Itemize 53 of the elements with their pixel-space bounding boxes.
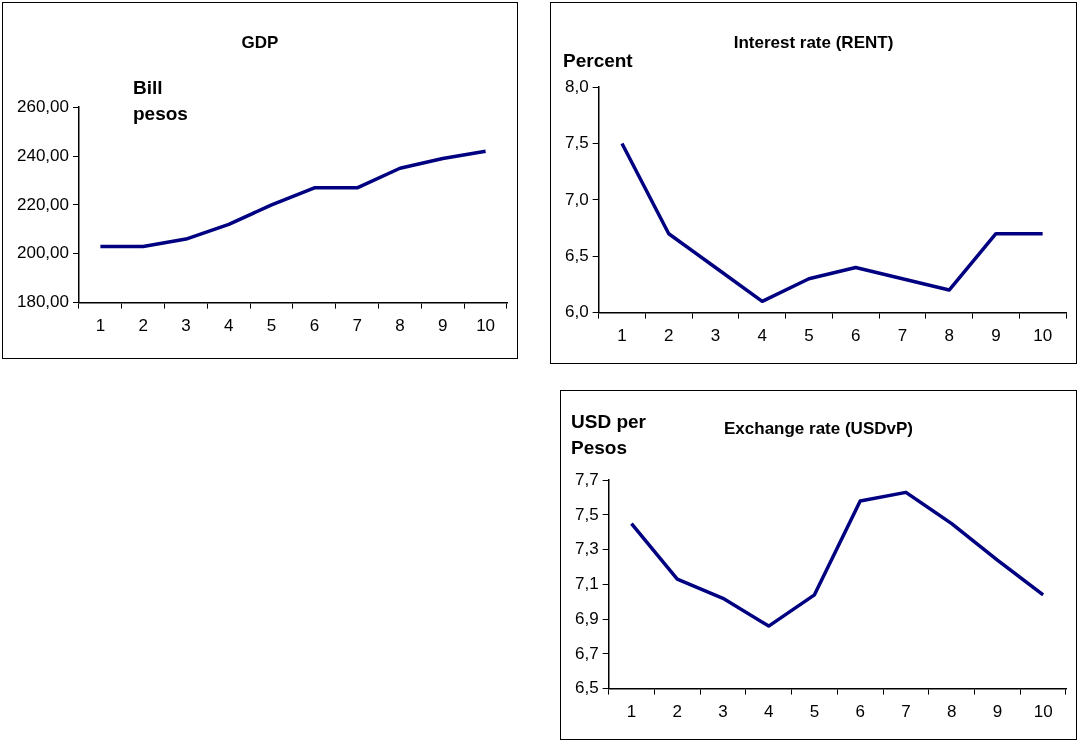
x-tick-label: 9 bbox=[438, 316, 448, 336]
x-tick-label: 4 bbox=[763, 702, 774, 722]
y-axis-title: Bill pesos bbox=[133, 76, 189, 126]
y-axis-title: Percent bbox=[563, 49, 634, 73]
x-tick-label: 2 bbox=[138, 316, 148, 336]
chart-title: Interest rate (RENT) bbox=[733, 33, 894, 52]
x-tick-label: 6 bbox=[309, 316, 320, 336]
x-tick-label: 1 bbox=[626, 702, 637, 722]
x-tick-label: 1 bbox=[617, 326, 627, 346]
y-tick-label: 6,5 bbox=[564, 245, 589, 265]
x-tick-label: 8 bbox=[395, 316, 405, 336]
x-tick-label: 6 bbox=[855, 702, 865, 722]
x-tick-label: 7 bbox=[901, 702, 911, 722]
x-tick-label: 2 bbox=[672, 702, 682, 722]
x-tick-label: 10 bbox=[1033, 702, 1053, 722]
y-tick-label: 6,9 bbox=[574, 608, 599, 628]
x-tick-label: 5 bbox=[809, 702, 820, 722]
y-tick-label: 260,00 bbox=[17, 96, 69, 116]
y-tick-label: 200,00 bbox=[17, 243, 69, 263]
y-tick-label: 7,7 bbox=[574, 469, 599, 489]
x-tick-label: 3 bbox=[718, 702, 728, 722]
y-tick-label: 6,5 bbox=[574, 678, 599, 698]
y-tick-label: 6,0 bbox=[564, 302, 589, 322]
x-tick-label: 4 bbox=[757, 326, 767, 346]
y-tick-label: 6,7 bbox=[574, 643, 599, 663]
y-tick-label: 8,0 bbox=[564, 76, 589, 96]
x-tick-label: 4 bbox=[224, 316, 234, 336]
x-tick-label: 9 bbox=[992, 702, 1003, 722]
x-tick-label: 9 bbox=[991, 326, 1001, 346]
chart-title: Exchange rate (USDvP) bbox=[724, 419, 913, 438]
chart-title: GDP bbox=[240, 33, 280, 53]
y-tick-label: 7,3 bbox=[574, 539, 599, 559]
x-tick-label: 7 bbox=[897, 326, 908, 346]
y-tick-label: 7,5 bbox=[574, 504, 599, 524]
y-axis-title: USD per Pesos bbox=[571, 410, 647, 460]
x-tick-label: 5 bbox=[266, 316, 277, 336]
x-tick-label: 2 bbox=[664, 326, 674, 346]
x-tick-label: 8 bbox=[944, 326, 954, 346]
y-tick-label: 240,00 bbox=[17, 145, 69, 165]
y-tick-label: 7,0 bbox=[564, 189, 589, 209]
x-tick-label: 7 bbox=[352, 316, 362, 336]
x-tick-label: 6 bbox=[850, 326, 861, 346]
y-tick-label: 7,5 bbox=[564, 133, 589, 153]
x-tick-label: 8 bbox=[946, 702, 957, 722]
y-tick-label: 7,1 bbox=[574, 574, 599, 594]
x-tick-label: 1 bbox=[95, 316, 106, 336]
x-tick-label: 5 bbox=[804, 326, 814, 346]
y-tick-label: 180,00 bbox=[17, 292, 69, 312]
x-tick-label: 3 bbox=[710, 326, 721, 346]
x-tick-label: 10 bbox=[476, 316, 496, 336]
x-tick-label: 3 bbox=[181, 316, 191, 336]
y-tick-label: 220,00 bbox=[17, 194, 69, 214]
x-tick-label: 10 bbox=[1033, 326, 1053, 346]
